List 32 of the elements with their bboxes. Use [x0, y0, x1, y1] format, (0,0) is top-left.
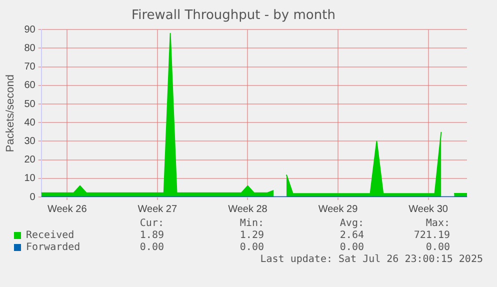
y-tick-label: 10 — [24, 173, 36, 184]
text: Max: — [424, 218, 450, 229]
legend-label: Forwarded — [26, 242, 80, 253]
y-tick-label: 40 — [24, 117, 36, 128]
y-tick-label: 70 — [24, 62, 36, 73]
y-tick-label: 60 — [24, 80, 36, 92]
x-tick-label: Week 28 — [228, 204, 268, 215]
x-tick-label: Week 30 — [408, 204, 448, 215]
y-tick-label: 20 — [24, 154, 36, 166]
text: Avg: — [338, 218, 364, 229]
x-tick-label: Week 26 — [47, 204, 88, 215]
y-tick-label: 50 — [24, 98, 36, 110]
y-tick-label: 90 — [24, 24, 36, 36]
text: Last update: Sat Jul 26 23:00:15 2025 — [260, 254, 483, 265]
text: 1.29 — [238, 230, 264, 241]
text: 0.00 — [424, 242, 450, 253]
legend-label: Received — [26, 230, 74, 241]
text: 0.00 — [138, 242, 164, 253]
text: 0.00 — [338, 242, 364, 253]
x-tick-label: Week 29 — [318, 204, 358, 215]
y-axis-title: Packets/second — [4, 74, 17, 152]
y-tick-label: 80 — [24, 42, 36, 54]
y-tick-label: 0 — [30, 192, 36, 203]
chart-title: Firewall Throughput - by month — [132, 8, 336, 24]
text: Cur: — [138, 218, 164, 229]
text: Min: — [238, 218, 264, 229]
y-tick-label: 30 — [24, 136, 36, 147]
text: 2.64 — [338, 230, 364, 241]
text: 721.19 — [412, 230, 450, 241]
text: 0.00 — [238, 242, 264, 253]
x-tick-label: Week 27 — [138, 204, 178, 215]
text: 1.89 — [138, 230, 164, 241]
